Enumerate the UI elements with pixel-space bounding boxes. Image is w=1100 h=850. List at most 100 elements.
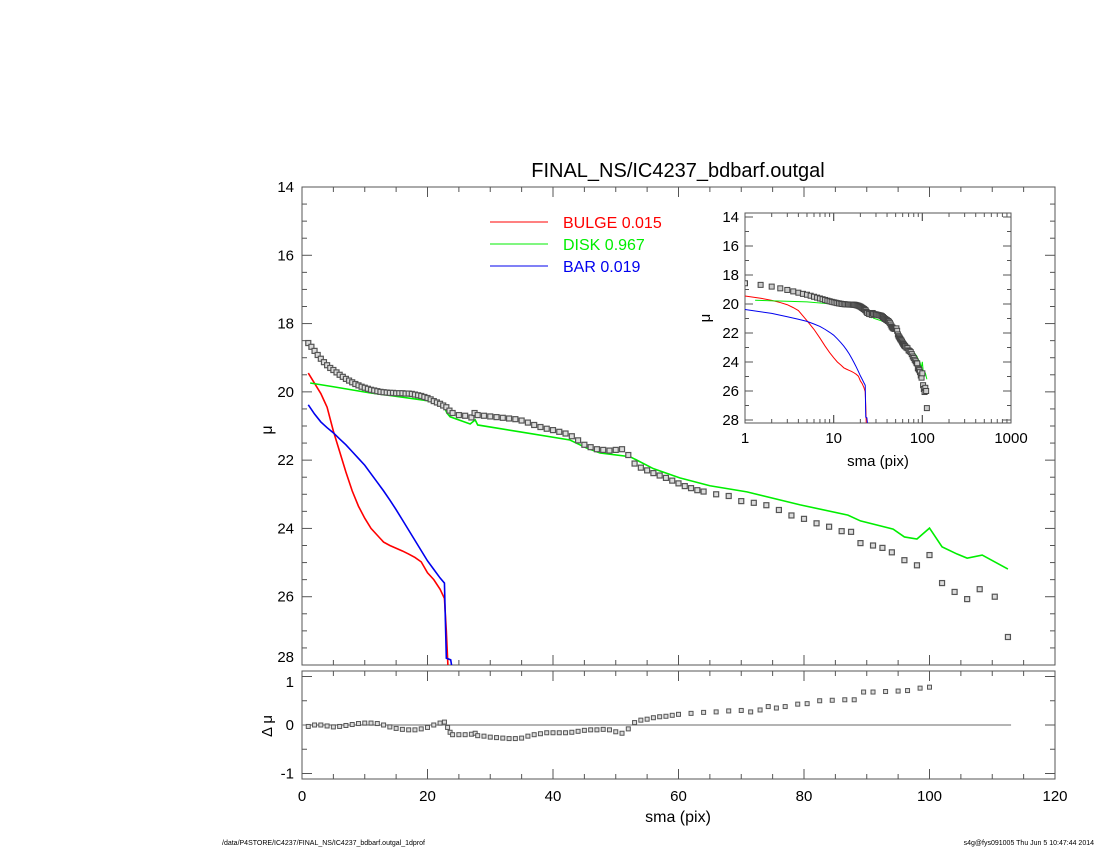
observed-point <box>455 411 462 419</box>
observed-point <box>662 474 670 481</box>
inset-y-tick-label: 18 <box>722 267 739 284</box>
bar-model-line <box>307 404 453 665</box>
residual-point <box>537 731 543 737</box>
footer-timestamp: s4g@fys091005 Thu Jun 5 10:47:44 2014 <box>963 840 1094 847</box>
residual-point <box>619 730 625 736</box>
residual-point <box>349 722 355 728</box>
residual-point <box>337 723 343 729</box>
x-tick-label: 20 <box>419 788 436 805</box>
inset-x-tick-label: 1 <box>741 430 749 447</box>
observed-point <box>308 343 315 350</box>
legend: BULGE 0.015 DISK 0.967 BAR 0.019 <box>490 215 662 276</box>
residual-point <box>738 707 744 713</box>
residual-point <box>842 697 848 703</box>
footer-path: /data/P4STORE/IC4237/FINAL_NS/IC4237_bdb… <box>222 840 425 847</box>
inset-plot-area <box>745 280 930 423</box>
residual-point <box>748 709 754 715</box>
residual-point <box>804 701 810 707</box>
x-tick-label: 60 <box>670 788 687 805</box>
residual-point <box>418 726 424 732</box>
residual-point <box>500 735 506 741</box>
x-tick-label: 100 <box>917 788 942 805</box>
residual-point <box>318 722 324 728</box>
residual-point <box>343 722 349 728</box>
legend-label-bulge: BULGE 0.015 <box>563 215 662 232</box>
y-tick-label: 28 <box>277 649 294 666</box>
residual-point <box>563 730 569 736</box>
inset-x-tick-label: 1000 <box>994 430 1027 447</box>
observed-point <box>568 433 575 440</box>
residual-point <box>445 724 451 730</box>
residual-point <box>688 710 694 716</box>
residual-point <box>927 684 932 690</box>
inset-bulge-line <box>745 295 867 423</box>
residual-point <box>669 712 675 718</box>
residual-point <box>481 733 487 739</box>
observed-point <box>618 446 626 453</box>
observed-point <box>644 467 651 474</box>
observed-point <box>763 502 770 509</box>
residual-point <box>817 698 823 704</box>
observed-point <box>317 355 324 362</box>
residual-point <box>765 704 771 710</box>
residual-point <box>544 730 550 736</box>
y-tick-label: 24 <box>277 520 294 537</box>
y-tick-label: 16 <box>277 247 294 264</box>
observed-point <box>847 528 855 535</box>
residual-point <box>883 689 889 695</box>
observed-point <box>669 477 676 484</box>
observed-point <box>543 425 550 432</box>
residual-point <box>757 707 763 713</box>
observed-point <box>612 446 619 453</box>
observed-point <box>474 411 481 419</box>
legend-label-disk: DISK 0.967 <box>563 237 645 254</box>
observed-point <box>531 421 538 429</box>
residual-point <box>456 732 462 738</box>
residual-point <box>569 729 575 735</box>
observed-point <box>775 506 783 514</box>
main-plot-area <box>305 339 1012 665</box>
residual-point <box>324 723 330 729</box>
inset-y-tick-label: 24 <box>722 354 739 371</box>
residual-plot-area <box>302 684 1012 742</box>
inset-y-tick-label: 22 <box>722 325 739 342</box>
inset-observed-point <box>914 360 921 367</box>
observed-point <box>606 447 613 454</box>
inset-y-tick-label: 28 <box>722 412 739 429</box>
observed-point <box>487 413 494 420</box>
residual-point <box>525 733 531 739</box>
inset-y-tick-label: 26 <box>722 383 739 400</box>
observed-point <box>926 551 933 559</box>
observed-point <box>879 544 886 551</box>
residual-point <box>462 732 468 738</box>
observed-point <box>750 499 757 506</box>
residual-point <box>506 736 512 742</box>
residual-point <box>437 720 443 726</box>
inset-y-axis-label: μ <box>697 314 714 323</box>
observed-point <box>314 351 321 359</box>
observed-point <box>687 485 695 492</box>
residual-point <box>425 724 430 730</box>
y-axis-label: μ <box>259 425 276 434</box>
observed-point <box>964 596 971 603</box>
y-tick-label: 18 <box>277 316 294 333</box>
residual-point <box>632 720 638 726</box>
observed-point <box>556 428 563 435</box>
y-tick-label: 22 <box>277 452 294 469</box>
inset-observed-point <box>790 288 797 295</box>
observed-point <box>637 464 644 471</box>
bulge-model-line <box>307 372 449 665</box>
observed-point <box>788 512 795 519</box>
residual-y-axis-label: Δ μ <box>259 715 276 737</box>
observed-point <box>650 470 657 477</box>
observed-point <box>991 593 998 600</box>
x-tick-label: 80 <box>796 788 813 805</box>
observed-point <box>825 523 833 530</box>
inset-observed-point <box>919 370 926 377</box>
observed-point <box>938 579 946 587</box>
observed-point <box>694 487 701 494</box>
observed-point <box>600 446 607 453</box>
residual-point <box>399 726 405 732</box>
